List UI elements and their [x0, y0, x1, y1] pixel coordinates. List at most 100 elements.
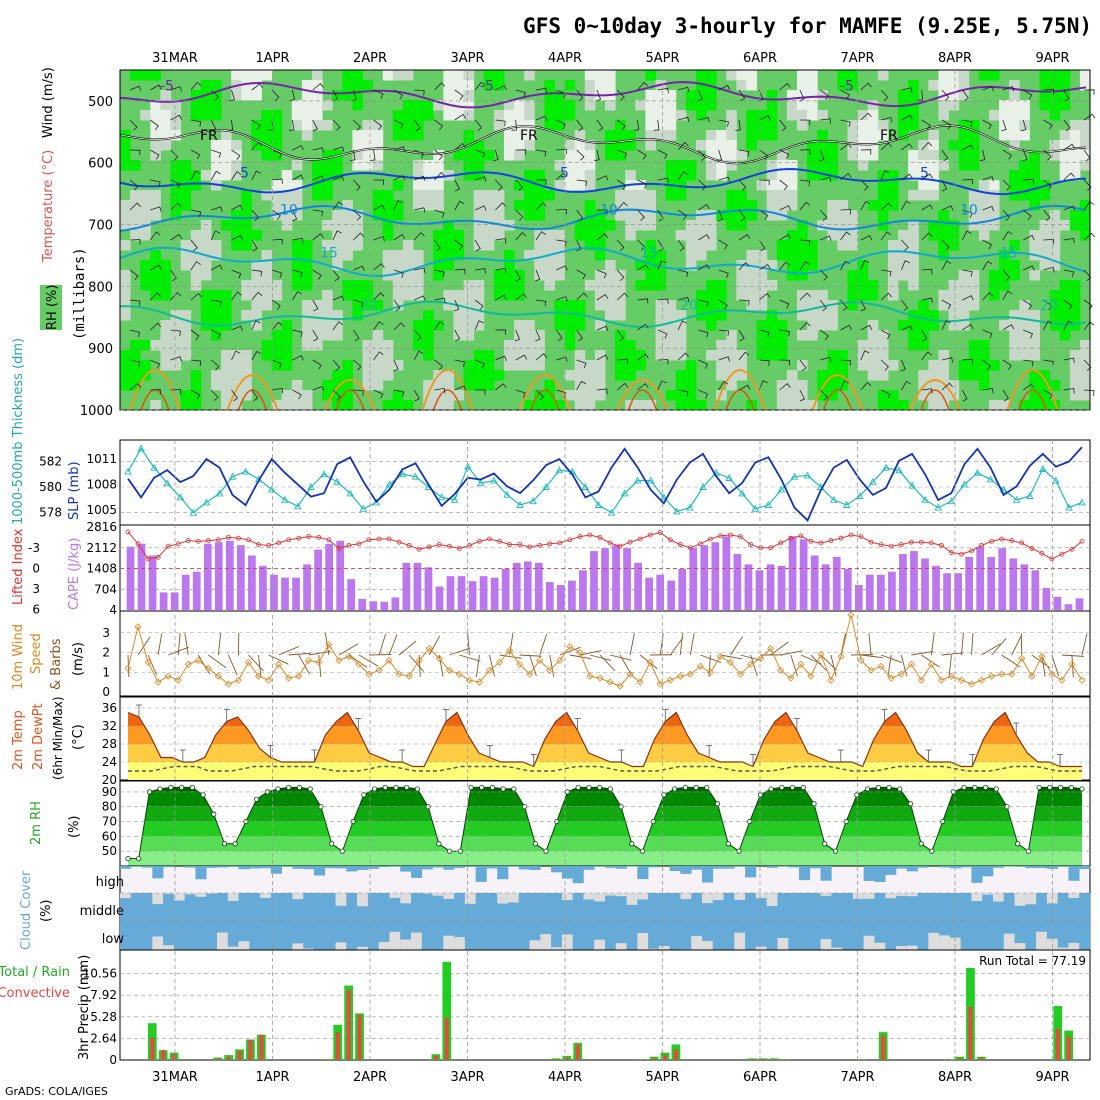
- rh-cell: [160, 100, 172, 111]
- rh-cell: [301, 310, 313, 321]
- rh-cell: [635, 190, 646, 201]
- rh-cell: [716, 340, 727, 351]
- rh-cell: [594, 250, 606, 261]
- cape-bar: [888, 571, 896, 610]
- cloud-low: [314, 921, 326, 950]
- wind-barb: [373, 89, 384, 99]
- rh-point: [275, 786, 281, 792]
- wind-barb: [474, 81, 486, 91]
- rh-cell: [948, 90, 960, 101]
- rh-cell: [635, 260, 646, 271]
- rh-cell: [342, 400, 353, 411]
- rh-cell: [928, 320, 939, 331]
- rh-cell: [352, 90, 363, 101]
- rh-cell: [402, 240, 414, 251]
- cape-bar: [225, 540, 234, 610]
- wind-barb: [921, 297, 933, 304]
- rh-cell: [1059, 310, 1071, 321]
- rh-cell: [271, 290, 283, 301]
- rh-cell: [524, 400, 535, 411]
- wind10-barb: [780, 650, 803, 656]
- rh-cell: [433, 390, 444, 401]
- rh-cell: [827, 350, 838, 361]
- wind-barb: [332, 389, 341, 401]
- lifted-index-point: [316, 534, 322, 540]
- rh-cell: [706, 350, 717, 361]
- temp-contour-label: 5: [240, 165, 249, 181]
- wind-barb: [779, 299, 790, 309]
- cape-bar: [590, 551, 598, 610]
- wind10-barb: [589, 654, 612, 661]
- wind-barb: [393, 322, 405, 331]
- rh-cell: [301, 280, 313, 291]
- cape-bar: [998, 548, 1007, 610]
- wind-barb: [698, 389, 709, 399]
- rh-cell: [291, 100, 303, 111]
- cloud-middle: [378, 893, 390, 921]
- precip-conv-bar: [433, 1055, 438, 1060]
- cape-bar: [865, 574, 874, 610]
- rh-cell: [1009, 120, 1020, 131]
- rh-cell: [382, 210, 394, 221]
- rh-cell: [413, 330, 424, 341]
- wind-barb: [535, 231, 546, 241]
- rh-cell: [1029, 200, 1040, 211]
- wind-barb: [921, 173, 933, 181]
- precip-conv-bar: [150, 1037, 155, 1060]
- thickness-point: [725, 474, 733, 481]
- lifted-index-point: [949, 550, 954, 555]
- cape-bar: [899, 554, 907, 610]
- rh-cell: [746, 250, 758, 261]
- rh-cell: [170, 100, 182, 111]
- wind-barb: [454, 239, 464, 251]
- wind-barb: [149, 231, 161, 241]
- cloud-middle: [497, 893, 509, 921]
- cloud-low-gap: [561, 934, 573, 950]
- cape-bar: [336, 540, 345, 610]
- rh-cell: [877, 360, 889, 371]
- rh-cell: [311, 190, 323, 201]
- cape-tick-label: 704: [94, 582, 117, 596]
- wind-barb: [637, 353, 649, 361]
- cloud-middle: [971, 893, 983, 921]
- wind-barb: [495, 84, 507, 91]
- wind-barb: [170, 329, 181, 337]
- rh-cell: [524, 100, 535, 111]
- wind-unit: (m/s): [71, 642, 86, 676]
- wind-barb: [820, 235, 832, 241]
- rh-cell: [1079, 80, 1091, 91]
- rh-cell: [402, 70, 414, 81]
- cloud-level-middle: middle: [80, 904, 124, 919]
- rh-cell: [978, 350, 990, 361]
- cloud-high: [260, 866, 272, 869]
- wind-barb: [373, 235, 385, 242]
- wind10-speed-point: [1058, 676, 1066, 684]
- cloud-middle-gap: [1068, 893, 1080, 899]
- rh-cell: [221, 400, 232, 411]
- rh-point: [822, 841, 828, 847]
- wind-barb: [272, 238, 283, 245]
- wind10-barb: [981, 643, 1001, 656]
- rh-cell: [210, 150, 222, 161]
- wind10-barb: [948, 654, 952, 677]
- rh-cell: [655, 100, 667, 111]
- cape-bar: [303, 564, 311, 610]
- rh-cell: [382, 260, 394, 271]
- rh-cell: [180, 350, 192, 361]
- lifted-index-point: [858, 534, 864, 539]
- wind-barb: [596, 175, 609, 181]
- wind-barb: [150, 264, 162, 271]
- cloud-middle: [1068, 893, 1080, 921]
- cloud-middle: [842, 893, 854, 921]
- wind10-speed-point: [726, 658, 735, 666]
- cloud-middle: [605, 893, 617, 921]
- wind-barb: [677, 352, 690, 361]
- rh-cell: [665, 340, 677, 351]
- rh-cell: [898, 90, 909, 101]
- rh-cell: [231, 140, 242, 151]
- pressure-tick-label: 700: [88, 219, 113, 234]
- rh-cell: [221, 380, 232, 391]
- rh-cell: [978, 370, 990, 381]
- rh-cell: [968, 140, 980, 151]
- rh-cell: [281, 360, 293, 371]
